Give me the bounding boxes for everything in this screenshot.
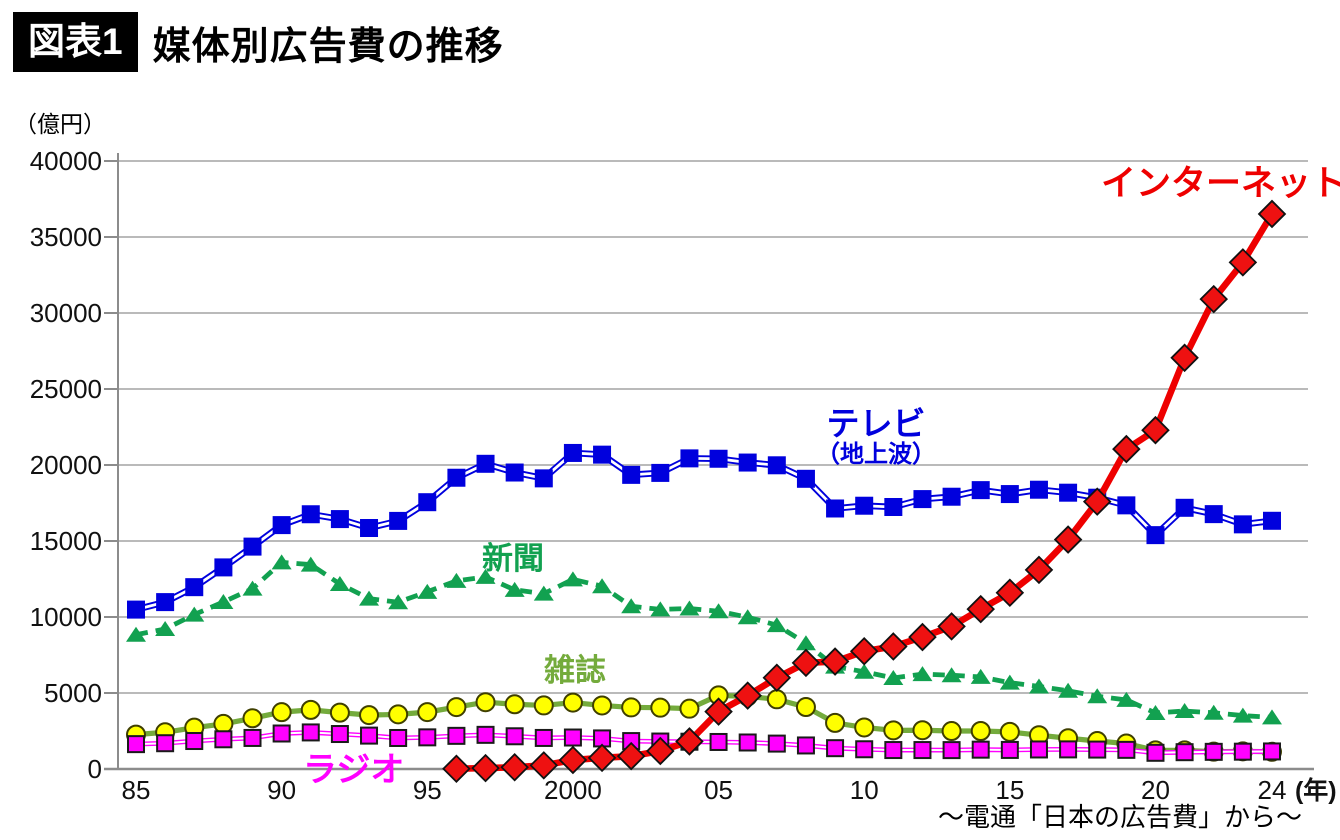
svg-text:05: 05 xyxy=(704,775,733,805)
svg-text:15: 15 xyxy=(995,775,1024,805)
series-label-magazine: 雑誌 xyxy=(544,653,606,688)
series-label-internet: インターネット xyxy=(1101,164,1340,203)
svg-text:40000: 40000 xyxy=(30,146,102,176)
svg-text:10: 10 xyxy=(850,775,879,805)
svg-text:95: 95 xyxy=(413,775,442,805)
series-label-tv: テレビ （地上波） xyxy=(806,406,946,468)
chart-header: 図表1 媒体別広告費の推移 xyxy=(13,12,504,73)
svg-text:10000: 10000 xyxy=(30,602,102,632)
svg-text:30000: 30000 xyxy=(30,298,102,328)
svg-text:2000: 2000 xyxy=(544,775,602,805)
figure-number-badge: 図表1 xyxy=(13,12,138,73)
page-title: 媒体別広告費の推移 xyxy=(152,25,504,68)
series-label-tv-main: テレビ xyxy=(826,405,926,442)
series-label-newspaper: 新聞 xyxy=(482,541,544,576)
svg-text:(年): (年) xyxy=(1295,776,1337,805)
series-label-tv-sub: （地上波） xyxy=(816,440,936,468)
svg-text:25000: 25000 xyxy=(30,374,102,404)
svg-text:35000: 35000 xyxy=(30,222,102,252)
y-axis-unit-label: （億円） xyxy=(14,111,106,137)
svg-text:20: 20 xyxy=(1141,775,1170,805)
svg-text:85: 85 xyxy=(122,775,151,805)
svg-text:90: 90 xyxy=(267,775,296,805)
source-credit: ～電通「日本の広告費」から～ xyxy=(937,802,1302,832)
svg-text:15000: 15000 xyxy=(30,526,102,556)
svg-text:0: 0 xyxy=(88,754,102,784)
series-label-radio: ラジオ xyxy=(303,751,405,789)
svg-text:5000: 5000 xyxy=(44,678,102,708)
svg-text:20000: 20000 xyxy=(30,450,102,480)
svg-text:24: 24 xyxy=(1258,775,1287,805)
